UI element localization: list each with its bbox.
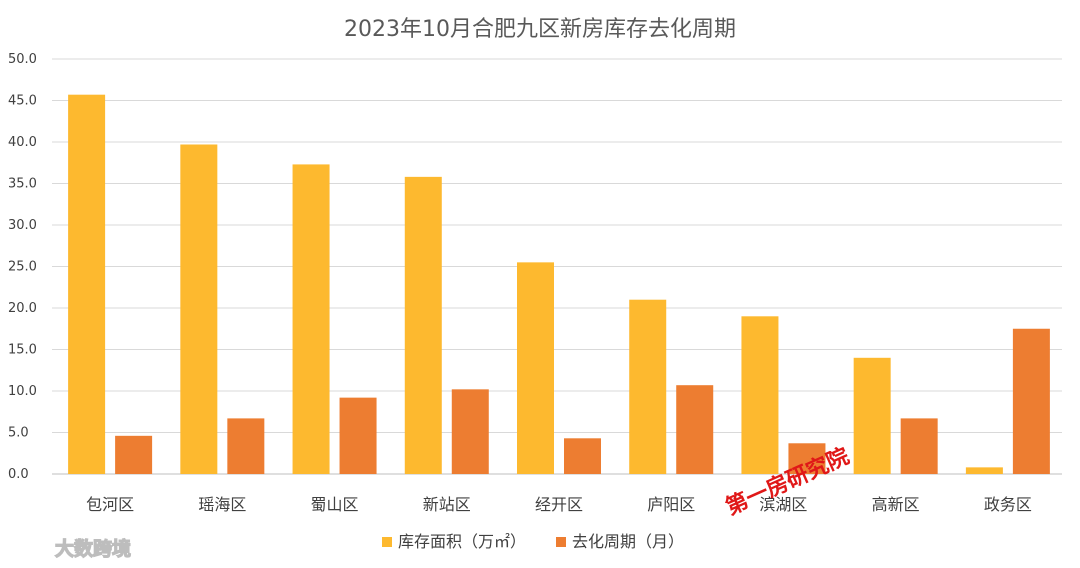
legend-label: 库存面积（万㎡） xyxy=(398,532,526,551)
bar-inventory xyxy=(965,467,1003,474)
y-tick-label: 15.0 xyxy=(8,343,37,358)
x-tick-label: 蜀山区 xyxy=(311,495,359,514)
y-tick-label: 40.0 xyxy=(8,135,37,150)
bar-inventory xyxy=(180,144,218,475)
bars xyxy=(68,94,1050,475)
bar-inventory xyxy=(741,316,779,474)
watermark-gray: 大数跨境 xyxy=(54,536,131,560)
legend-swatch xyxy=(556,537,566,547)
watermark-gray-text: 大数跨境 xyxy=(55,537,131,560)
bar-inventory xyxy=(629,299,667,474)
x-tick-label: 滨湖区 xyxy=(759,495,807,514)
x-tick-label: 政务区 xyxy=(984,495,1032,514)
y-tick-label: 25.0 xyxy=(8,260,37,275)
bar-cycle xyxy=(227,418,265,474)
y-tick-label: 45.0 xyxy=(8,94,37,109)
x-tick-label: 高新区 xyxy=(872,495,920,514)
bar-cycle xyxy=(1012,328,1050,474)
bar-cycle xyxy=(788,443,826,474)
gridlines xyxy=(52,58,1062,475)
x-tick-label: 经开区 xyxy=(535,495,583,514)
bar-inventory xyxy=(853,357,891,474)
bar-inventory xyxy=(292,164,330,474)
chart-title: 2023年10月合肥九区新房库存去化周期 xyxy=(344,17,736,42)
x-tick-label: 包河区 xyxy=(86,495,134,514)
y-tick-label: 5.0 xyxy=(8,426,29,441)
x-axis: 包河区 瑶海区 蜀山区 新站区 经开区 庐阳区 滨湖区 高新区 政务区 xyxy=(86,495,1032,514)
bar-inventory xyxy=(517,262,554,474)
y-tick-label: 10.0 xyxy=(8,384,37,399)
bar-cycle xyxy=(451,389,489,474)
y-tick-label: 30.0 xyxy=(8,218,37,233)
y-tick-label: 20.0 xyxy=(8,301,37,316)
y-axis: 0.0 5.0 10.0 15.0 20.0 25.0 30.0 35.0 40.0 45.0 50… xyxy=(8,52,37,482)
legend-swatch xyxy=(382,537,392,547)
bar-cycle xyxy=(564,438,601,474)
y-tick-label: 50.0 xyxy=(8,52,37,67)
bar-cycle xyxy=(900,418,938,474)
bar-inventory xyxy=(404,176,442,475)
bar-cycle xyxy=(115,435,153,474)
y-tick-label: 0.0 xyxy=(8,467,29,482)
x-tick-label: 瑶海区 xyxy=(198,495,246,514)
x-tick-label: 新站区 xyxy=(423,495,471,514)
y-tick-label: 35.0 xyxy=(8,177,37,192)
bar-inventory xyxy=(68,94,106,474)
bar-cycle xyxy=(339,397,377,474)
legend-label: 去化周期（月） xyxy=(572,532,684,551)
x-tick-label: 庐阳区 xyxy=(647,495,695,514)
legend: 库存面积（万㎡） 去化周期（月） xyxy=(382,532,684,551)
bar-cycle xyxy=(676,385,714,474)
